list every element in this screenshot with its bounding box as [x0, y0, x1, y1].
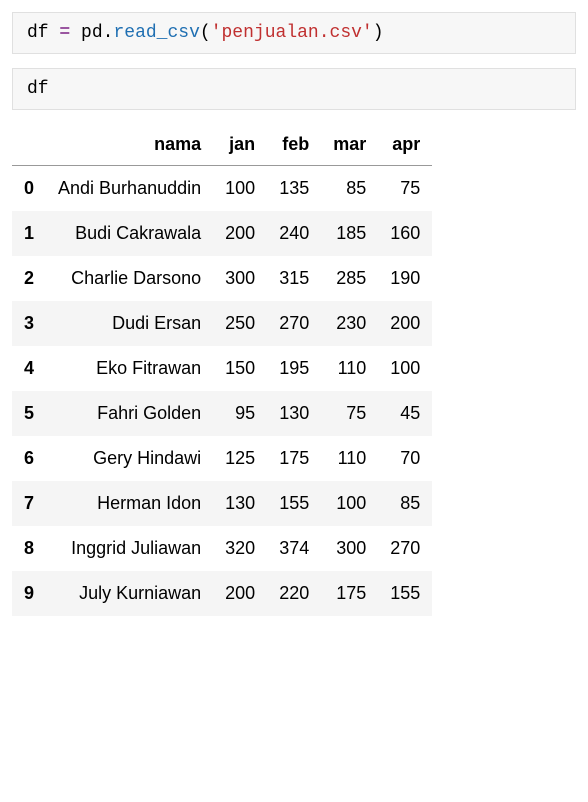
- cell: 250: [213, 301, 267, 346]
- row-index: 3: [12, 301, 46, 346]
- table-row: 0 Andi Burhanuddin 100 135 85 75: [12, 166, 432, 212]
- code-token-dot: .: [103, 23, 114, 43]
- cell: 110: [321, 346, 378, 391]
- cell: 45: [378, 391, 432, 436]
- table-row: 3 Dudi Ersan 250 270 230 200: [12, 301, 432, 346]
- code-token-string: 'penjualan.csv': [211, 23, 373, 43]
- cell: 110: [321, 436, 378, 481]
- cell: 200: [213, 571, 267, 616]
- code-token-space: [49, 23, 60, 43]
- code-token-space: [70, 23, 81, 43]
- cell: 175: [267, 436, 321, 481]
- column-header: nama: [46, 124, 213, 166]
- cell: Budi Cakrawala: [46, 211, 213, 256]
- cell: 130: [213, 481, 267, 526]
- row-index: 9: [12, 571, 46, 616]
- cell: Inggrid Juliawan: [46, 526, 213, 571]
- code-cell-1[interactable]: df = pd.read_csv('penjualan.csv'): [12, 12, 576, 54]
- cell: 125: [213, 436, 267, 481]
- cell: 200: [213, 211, 267, 256]
- row-index: 8: [12, 526, 46, 571]
- cell: Gery Hindawi: [46, 436, 213, 481]
- cell: 100: [321, 481, 378, 526]
- row-index: 6: [12, 436, 46, 481]
- table-row: 1 Budi Cakrawala 200 240 185 160: [12, 211, 432, 256]
- cell: Andi Burhanuddin: [46, 166, 213, 212]
- cell: July Kurniawan: [46, 571, 213, 616]
- cell: 270: [378, 526, 432, 571]
- code-token-function: read_csv: [113, 23, 199, 43]
- cell: Eko Fitrawan: [46, 346, 213, 391]
- cell: 320: [213, 526, 267, 571]
- row-index: 5: [12, 391, 46, 436]
- row-index: 1: [12, 211, 46, 256]
- dataframe-body: 0 Andi Burhanuddin 100 135 85 75 1 Budi …: [12, 166, 432, 617]
- cell: 374: [267, 526, 321, 571]
- dataframe-corner: [12, 124, 46, 166]
- cell: 300: [213, 256, 267, 301]
- cell: 75: [378, 166, 432, 212]
- cell: Herman Idon: [46, 481, 213, 526]
- cell: 185: [321, 211, 378, 256]
- cell: 155: [378, 571, 432, 616]
- column-header: feb: [267, 124, 321, 166]
- cell: Dudi Ersan: [46, 301, 213, 346]
- code-token-object: pd: [81, 23, 103, 43]
- cell: 70: [378, 436, 432, 481]
- dataframe-output: nama jan feb mar apr 0 Andi Burhanuddin …: [12, 124, 432, 616]
- cell: Charlie Darsono: [46, 256, 213, 301]
- code-cell-2[interactable]: df: [12, 68, 576, 110]
- column-header: mar: [321, 124, 378, 166]
- dataframe-header: nama jan feb mar apr: [12, 124, 432, 166]
- column-header: apr: [378, 124, 432, 166]
- cell: 160: [378, 211, 432, 256]
- column-header: jan: [213, 124, 267, 166]
- cell: 95: [213, 391, 267, 436]
- cell: 300: [321, 526, 378, 571]
- row-index: 0: [12, 166, 46, 212]
- cell: 155: [267, 481, 321, 526]
- cell: 85: [378, 481, 432, 526]
- code-token-paren: ): [373, 23, 384, 43]
- cell: 200: [378, 301, 432, 346]
- cell: Fahri Golden: [46, 391, 213, 436]
- table-row: 8 Inggrid Juliawan 320 374 300 270: [12, 526, 432, 571]
- cell: 285: [321, 256, 378, 301]
- cell: 175: [321, 571, 378, 616]
- table-row: 5 Fahri Golden 95 130 75 45: [12, 391, 432, 436]
- code-token-paren: (: [200, 23, 211, 43]
- cell: 100: [378, 346, 432, 391]
- cell: 270: [267, 301, 321, 346]
- cell: 220: [267, 571, 321, 616]
- table-row: 4 Eko Fitrawan 150 195 110 100: [12, 346, 432, 391]
- cell: 150: [213, 346, 267, 391]
- cell: 195: [267, 346, 321, 391]
- cell: 85: [321, 166, 378, 212]
- code-token-var: df: [27, 79, 49, 99]
- cell: 190: [378, 256, 432, 301]
- cell: 100: [213, 166, 267, 212]
- cell: 135: [267, 166, 321, 212]
- code-token-operator: =: [59, 23, 70, 43]
- cell: 240: [267, 211, 321, 256]
- table-row: 2 Charlie Darsono 300 315 285 190: [12, 256, 432, 301]
- cell: 230: [321, 301, 378, 346]
- cell: 130: [267, 391, 321, 436]
- cell: 315: [267, 256, 321, 301]
- row-index: 2: [12, 256, 46, 301]
- cell: 75: [321, 391, 378, 436]
- table-row: 6 Gery Hindawi 125 175 110 70: [12, 436, 432, 481]
- row-index: 4: [12, 346, 46, 391]
- code-token-var: df: [27, 23, 49, 43]
- table-row: 9 July Kurniawan 200 220 175 155: [12, 571, 432, 616]
- row-index: 7: [12, 481, 46, 526]
- table-row: 7 Herman Idon 130 155 100 85: [12, 481, 432, 526]
